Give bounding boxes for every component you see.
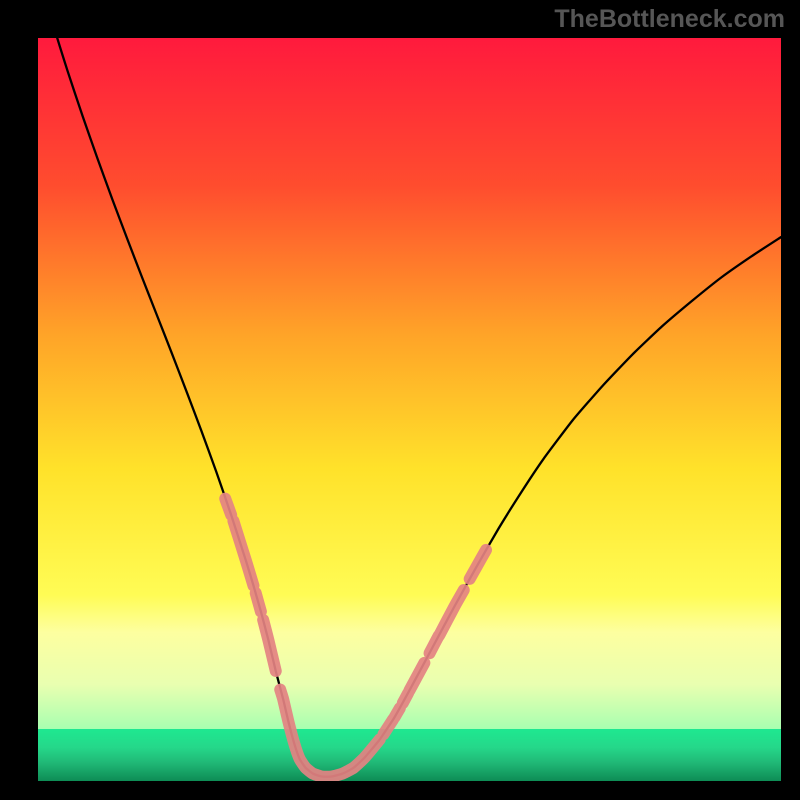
plot-area: [38, 38, 781, 781]
chart-svg: [38, 38, 781, 781]
watermark-text: TheBottleneck.com: [554, 5, 785, 34]
